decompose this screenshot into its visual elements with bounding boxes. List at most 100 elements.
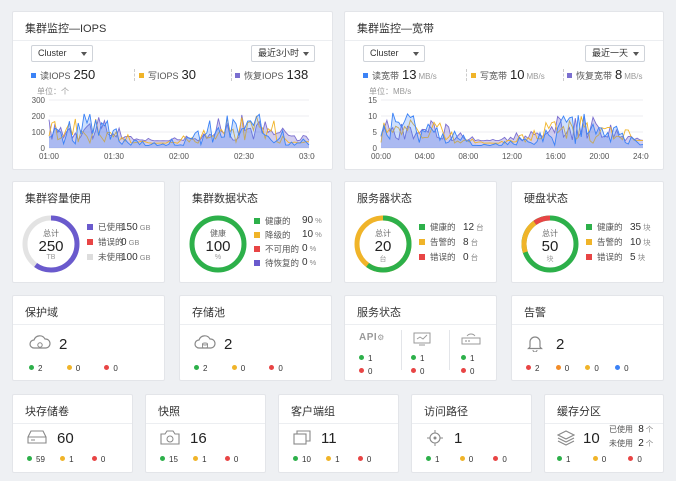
protection-domain-count: 2 <box>59 336 68 353</box>
data-status-donut-center: 健康 100 % <box>205 229 231 261</box>
disk-status-donut <box>521 215 579 273</box>
iops-card: 集群监控—IOPS Cluster 最近3小时 读IOPS 250 写IOPS 30… <box>12 11 333 170</box>
legend-item: 健康的 35 块 <box>586 220 651 235</box>
alarm-count: 2 <box>556 336 565 353</box>
divider <box>231 69 232 81</box>
divider <box>13 324 164 325</box>
bandwidth-read-metric: 读宽带 13 MB/s <box>363 67 437 82</box>
cache-partition-status-row: 1 0 0 <box>557 455 642 464</box>
cache-partition-title: 缓存分区 <box>557 406 601 418</box>
block-volume-card[interactable]: 块存储卷 60 59 1 0 <box>12 394 133 473</box>
divider <box>412 423 531 424</box>
server-status-legend: 健康的 12 台 告警的 8 台 错误的 0 台 <box>419 220 484 265</box>
access-path-card[interactable]: 访问路径 1 1 0 0 <box>411 394 532 473</box>
bandwidth-line-chart: 15 10 5 000:00 04:00 08:00 12:00 16:00 20:00 24:0… <box>368 96 649 160</box>
chevron-down-icon <box>413 52 419 56</box>
bandwidth-range-select[interactable]: 最近一天 <box>585 45 645 62</box>
server-status-donut-center: 总计 20 台 <box>374 229 392 263</box>
chevron-down-icon <box>303 52 309 56</box>
data-status-legend: 健康的 90% 降级的 10% 不可用的 0% 待恢复的 0% <box>254 214 322 270</box>
monitor-icon <box>413 332 431 346</box>
iops-scope-select[interactable]: Cluster <box>31 45 93 62</box>
cache-partition-count: 10 <box>583 430 600 447</box>
x-tick-label: 01:00 <box>39 152 60 160</box>
chevron-down-icon <box>633 52 639 56</box>
divider <box>563 69 564 81</box>
divider <box>146 423 265 424</box>
protection-domain-title: 保护域 <box>25 307 58 319</box>
storage-pool-title: 存储池 <box>192 307 225 319</box>
windows-stack-icon <box>293 430 311 445</box>
iops-write-metric: 写IOPS 30 <box>139 67 196 82</box>
client-group-status-row: 10 1 0 <box>293 455 371 464</box>
iops-line-chart: 300 200 100 001:00 01:30 02:00 02:30 03:00 <box>32 96 315 160</box>
recover-series-area <box>381 115 643 148</box>
client-group-card[interactable]: 客户端组 11 10 1 0 <box>278 394 399 473</box>
y-tick-label: 15 <box>368 96 377 105</box>
access-path-count: 1 <box>454 430 463 447</box>
data-status-card-title: 集群数据状态 <box>192 193 258 205</box>
legend-item: 告警的 10 块 <box>586 235 651 250</box>
legend-item: 健康的 90% <box>254 214 322 228</box>
crosshair-icon <box>427 430 443 446</box>
divider <box>345 324 496 325</box>
recover-color-swatch <box>567 73 572 78</box>
disk-status-card-title: 硬盘状态 <box>524 193 568 205</box>
server-status-card: 服务器状态 总计 20 台 健康的 12 台 告警的 8 台 错误的 0 台 <box>344 181 497 283</box>
capacity-donut-center: 总计 250 TB <box>38 229 64 261</box>
service-gateway-status: 1 0 <box>461 352 474 378</box>
alarm-title: 告警 <box>524 307 546 319</box>
legend-item: 错误的 0 GB <box>87 235 139 250</box>
x-tick-label: 12:00 <box>502 152 523 160</box>
bandwidth-write-metric: 写宽带 10 MB/s <box>471 67 545 82</box>
x-tick-label: 24:00 <box>633 152 649 160</box>
divider <box>512 324 663 325</box>
x-tick-label: 03:00 <box>299 152 315 160</box>
data-status-card: 集群数据状态 健康 100 % 健康的 90% 降级的 10% 不可用的 0% 待恢复… <box>179 181 332 283</box>
x-tick-label: 20:00 <box>589 152 610 160</box>
legend-item: 健康的 12 台 <box>419 220 484 235</box>
x-tick-label: 01:30 <box>104 152 125 160</box>
bandwidth-card-title: 集群监控—宽带 <box>357 23 434 35</box>
x-tick-label: 00:00 <box>371 152 392 160</box>
x-tick-label: 02:30 <box>234 152 255 160</box>
protection-domain-card[interactable]: 保护域 2 2 0 0 <box>12 295 165 381</box>
bandwidth-recover-metric: 恢复宽带 8 MB/s <box>567 67 642 82</box>
storage-pool-status-row: 2 0 0 <box>194 364 283 373</box>
y-tick-label: 100 <box>32 128 46 137</box>
block-volume-count: 60 <box>57 430 74 447</box>
layers-icon <box>557 430 575 446</box>
snapshot-status-row: 15 1 0 <box>160 455 238 464</box>
divider <box>13 423 132 424</box>
divider <box>401 330 402 370</box>
snapshot-card[interactable]: 快照 16 15 1 0 <box>145 394 266 473</box>
alarm-card[interactable]: 告警 2 2 0 0 0 <box>511 295 664 381</box>
legend-item: 待恢复的 0% <box>254 256 316 270</box>
read-series-line <box>380 112 644 147</box>
divider <box>449 330 450 370</box>
capacity-card: 集群容量使用 总计 250 TB 已使用 150 GB 错误的 0 GB 未使用 100 G… <box>12 181 165 283</box>
bandwidth-scope-select[interactable]: Cluster <box>363 45 425 62</box>
legend-item: 未使用 100 GB <box>87 250 151 265</box>
storage-pool-card[interactable]: 存储池 2 2 0 0 <box>179 295 332 381</box>
data-status-donut <box>189 215 247 273</box>
legend-item: 告警的 8 台 <box>419 235 478 250</box>
capacity-donut <box>22 215 80 273</box>
snapshot-title: 快照 <box>158 406 180 418</box>
iops-read-metric: 读IOPS 250 <box>31 67 95 82</box>
legend-item: 错误的 5 块 <box>586 250 645 265</box>
disk-status-card: 硬盘状态 总计 50 块 健康的 35 块 告警的 10 块 错误的 5 块 <box>511 181 664 283</box>
disk-status-legend: 健康的 35 块 告警的 10 块 错误的 5 块 <box>586 220 651 265</box>
x-tick-label: 08:00 <box>458 152 479 160</box>
y-tick-label: 10 <box>368 112 377 121</box>
chevron-down-icon <box>81 52 87 56</box>
x-tick-label: 16:00 <box>546 152 567 160</box>
bandwidth-unit-label: 单位：MB/s <box>369 87 412 96</box>
block-volume-title: 块存储卷 <box>25 406 69 418</box>
service-status-card[interactable]: 服务状态 API⚙ 1 0 1 0 1 0 <box>344 295 497 381</box>
legend-item: 不可用的 0% <box>254 242 316 256</box>
access-path-title: 访问路径 <box>424 406 468 418</box>
read-series-area <box>49 113 309 148</box>
iops-range-select[interactable]: 最近3小时 <box>251 45 315 62</box>
